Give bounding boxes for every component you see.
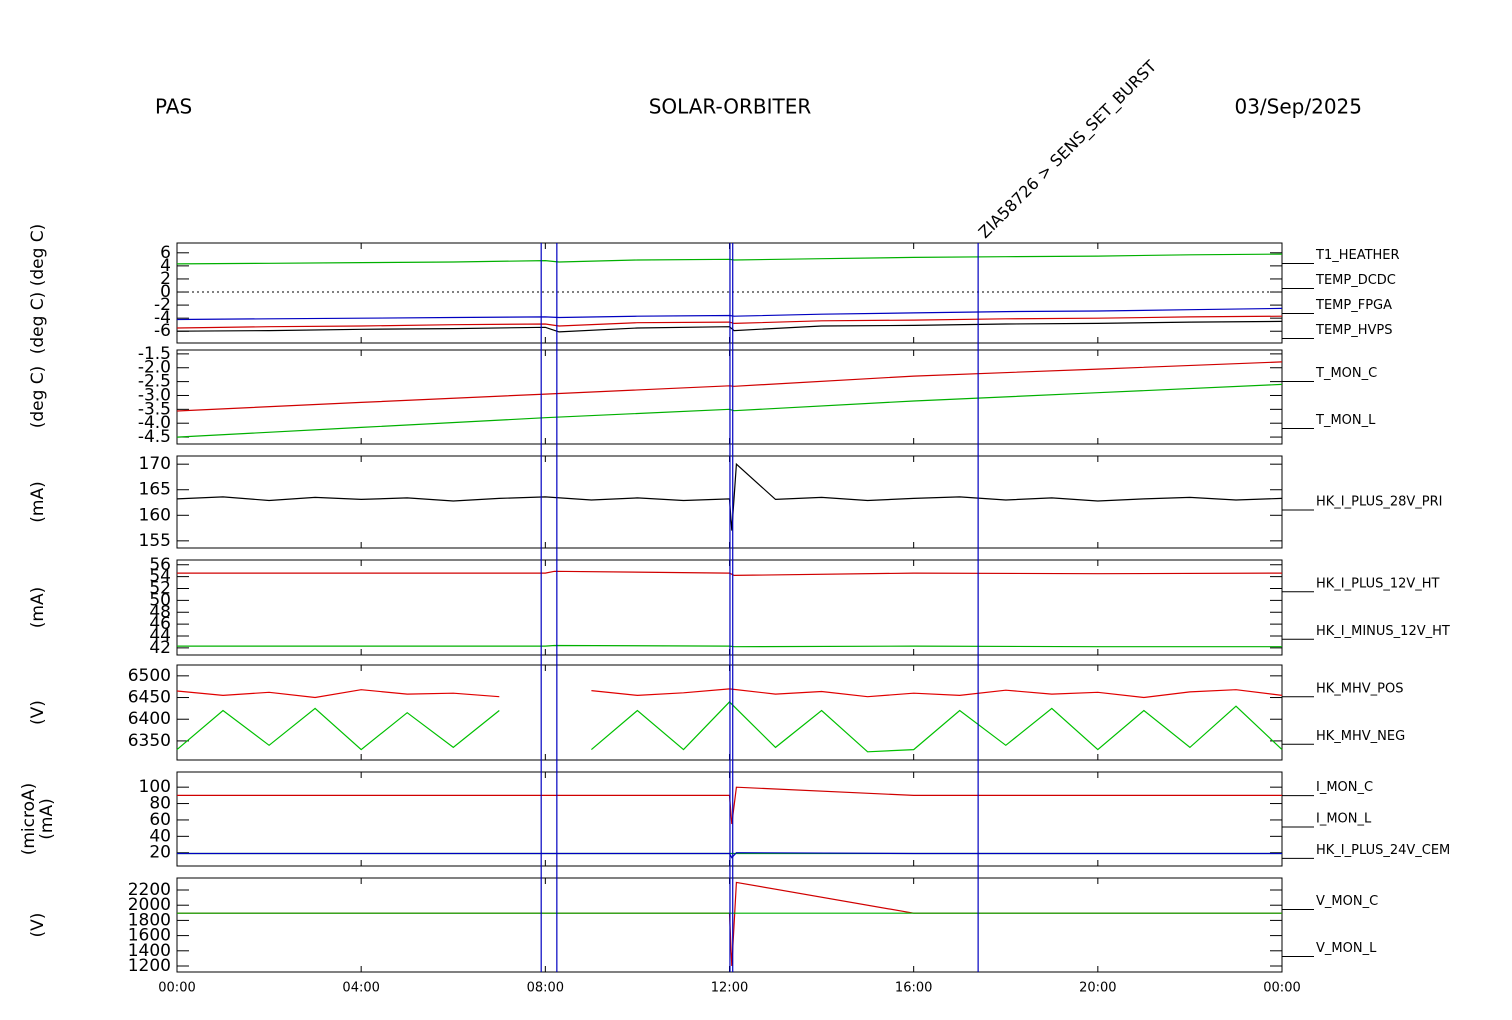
legend-label: HK_MHV_POS xyxy=(1316,681,1404,696)
event-label: ZIA58726 > SENS_SET_BURST xyxy=(975,56,1161,242)
y-tick-label: 46 xyxy=(149,614,171,634)
y-tick-label: 20 xyxy=(149,843,171,863)
legend-label: I_MON_L xyxy=(1316,812,1372,827)
y-tick-label: -4 xyxy=(154,308,171,328)
series-line xyxy=(177,852,1282,859)
series-line xyxy=(176,462,1283,531)
legend-label: HK_MHV_NEG xyxy=(1316,729,1405,744)
y-tick-label: 80 xyxy=(149,794,171,814)
header-left: PAS xyxy=(155,95,192,119)
y-tick-label: 100 xyxy=(139,777,171,797)
y-axis-label: (V) xyxy=(28,700,48,725)
y-tick-label: 2200 xyxy=(128,880,171,900)
y-tick-label: -4.5 xyxy=(138,427,171,447)
legend-label: V_MON_C xyxy=(1316,894,1378,909)
y-axis-label: (deg C) xyxy=(28,366,48,429)
y-tick-label: 54 xyxy=(149,567,171,587)
x-tick-label: 00:00 xyxy=(158,981,195,996)
legend-label: TEMP_FPGA xyxy=(1315,298,1392,313)
legend-label: HK_I_PLUS_28V_PRI xyxy=(1316,495,1442,510)
series-line xyxy=(176,361,1283,412)
y-tick-label: 1400 xyxy=(128,941,171,961)
x-tick-label: 00:00 xyxy=(1263,981,1300,996)
y-axis-label: (microA) xyxy=(19,783,39,856)
legend-label: HK_I_PLUS_12V_HT xyxy=(1316,576,1440,591)
y-axis-label: (deg C) xyxy=(28,224,48,287)
y-axis-label: (deg C) xyxy=(28,292,48,355)
y-axis-label: (mA) xyxy=(37,798,57,839)
legend-label: T_MON_C xyxy=(1315,366,1377,381)
y-tick-label: 56 xyxy=(149,555,171,575)
y-tick-label: 40 xyxy=(149,826,171,846)
y-tick-label: 6450 xyxy=(128,688,171,708)
y-tick-label: 48 xyxy=(149,602,171,622)
legend-label: HK_I_MINUS_12V_HT xyxy=(1316,624,1450,639)
header-center: SOLAR-ORBITER xyxy=(649,95,812,119)
y-tick-label: 60 xyxy=(149,810,171,830)
y-tick-label: 155 xyxy=(139,531,171,551)
y-tick-label: 6500 xyxy=(128,666,171,686)
y-tick-label: 165 xyxy=(139,480,171,500)
x-tick-label: 04:00 xyxy=(342,981,379,996)
y-tick-label: 42 xyxy=(149,638,171,658)
x-tick-label: 20:00 xyxy=(1079,981,1116,996)
y-tick-label: 6400 xyxy=(128,709,171,729)
y-tick-label: 4 xyxy=(160,256,171,276)
y-tick-label: 52 xyxy=(149,579,171,599)
y-axis-label: (mA) xyxy=(28,481,48,522)
y-tick-label: 6 xyxy=(160,243,171,263)
y-tick-label: -2.0 xyxy=(138,358,171,378)
y-tick-label: 50 xyxy=(149,590,171,610)
y-tick-label: 2000 xyxy=(128,895,171,915)
legend-label: V_MON_L xyxy=(1316,941,1377,956)
x-tick-label: 08:00 xyxy=(527,981,564,996)
series-line xyxy=(176,688,1283,699)
y-tick-label: 0 xyxy=(160,282,171,302)
legend-label: T_MON_L xyxy=(1315,413,1376,428)
legend-label: T1_HEATHER xyxy=(1315,248,1400,263)
y-tick-label: -3.0 xyxy=(138,385,171,405)
y-tick-label: 160 xyxy=(139,505,171,525)
y-tick-label: -3.5 xyxy=(138,399,171,419)
legend-label: I_MON_C xyxy=(1316,780,1373,795)
header-right: 03/Sep/2025 xyxy=(1234,95,1362,119)
x-tick-label: 12:00 xyxy=(711,981,748,996)
y-tick-label: -4.0 xyxy=(138,413,171,433)
y-tick-label: 170 xyxy=(139,454,171,474)
series-line xyxy=(177,786,1282,825)
y-tick-label: -2.5 xyxy=(138,372,171,392)
y-tick-label: -6 xyxy=(154,321,171,341)
x-tick-label: 16:00 xyxy=(895,981,932,996)
legend-label: TEMP_DCDC xyxy=(1315,273,1396,288)
legend-label: HK_I_PLUS_24V_CEM xyxy=(1316,843,1450,858)
y-tick-label: 6350 xyxy=(128,731,171,751)
y-axis-label: (V) xyxy=(28,913,48,938)
y-tick-label: 1600 xyxy=(128,926,171,946)
y-tick-label: -1.5 xyxy=(138,344,171,364)
y-tick-label: 1200 xyxy=(128,956,171,976)
y-tick-label: 44 xyxy=(149,626,171,646)
series-line xyxy=(176,383,1283,438)
y-tick-label: -2 xyxy=(154,295,171,315)
series-line xyxy=(176,701,1283,753)
legend-label: TEMP_HVPS xyxy=(1315,323,1392,338)
y-tick-label: 1800 xyxy=(128,910,171,930)
y-axis-label: (mA) xyxy=(28,587,48,628)
y-tick-label: 2 xyxy=(160,269,171,289)
